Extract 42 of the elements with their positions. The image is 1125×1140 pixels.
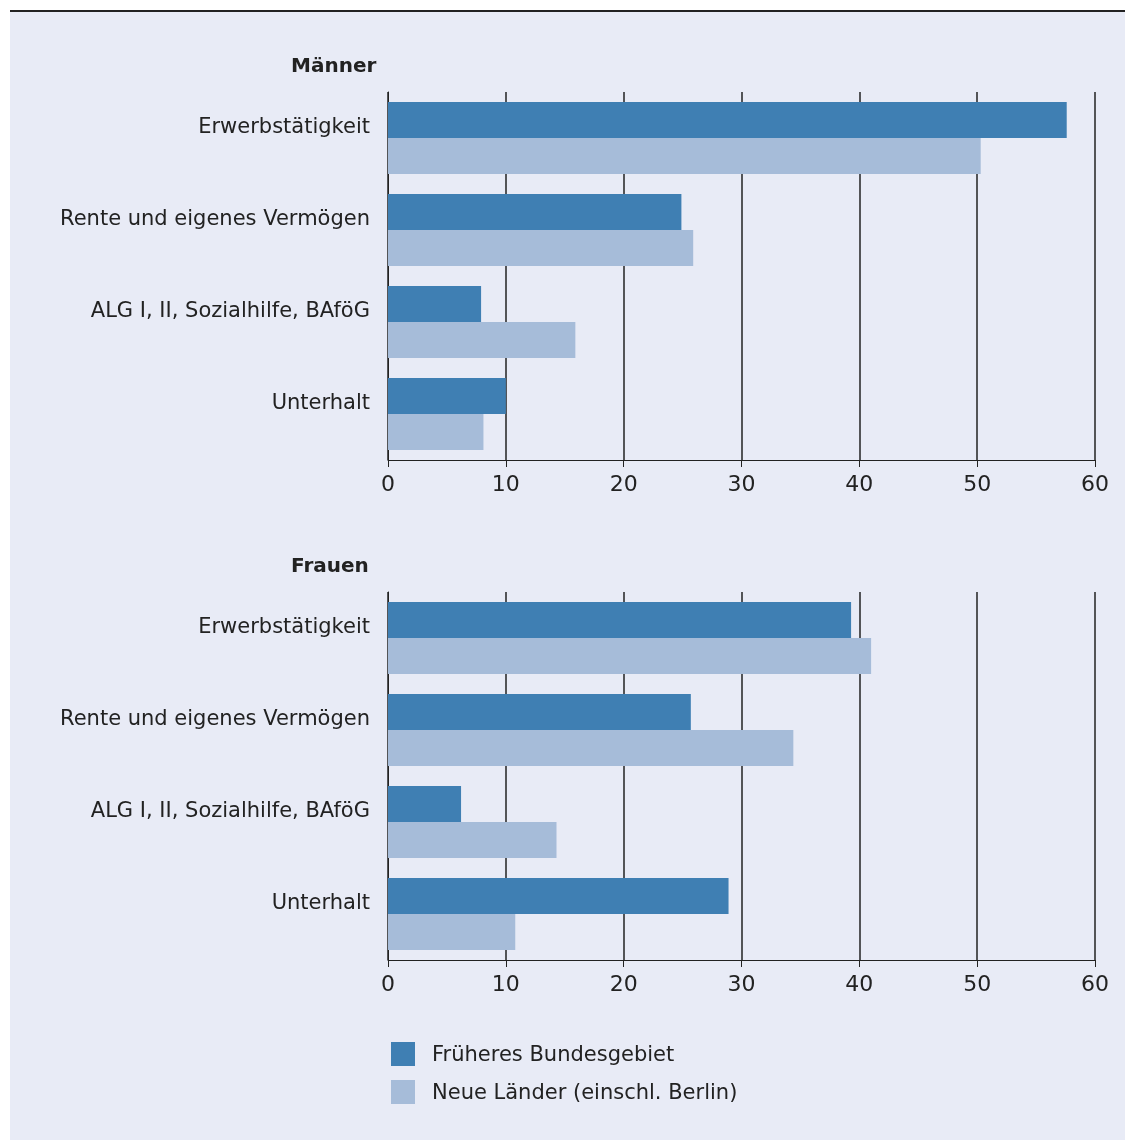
x-tick-label: 0 <box>381 470 395 496</box>
x-tick-label: 50 <box>963 970 992 996</box>
y-tick-label: Erwerbstätigkeit <box>198 614 370 638</box>
bar <box>388 878 729 914</box>
bar <box>388 786 462 822</box>
bar <box>388 194 682 230</box>
bar <box>388 638 872 674</box>
x-tick-label: 30 <box>727 470 756 496</box>
x-tick-label: 50 <box>963 470 992 496</box>
bar <box>388 414 484 450</box>
y-tick-label: ALG I, II, Sozialhilfe, BAföG <box>90 798 370 822</box>
x-tick-label: 40 <box>845 970 874 996</box>
bar <box>388 822 557 858</box>
bar <box>388 914 516 950</box>
x-tick-label: 30 <box>727 970 756 996</box>
y-tick-label: ALG I, II, Sozialhilfe, BAföG <box>90 298 370 322</box>
bar <box>388 694 691 730</box>
bar <box>388 286 482 322</box>
x-tick-label: 20 <box>609 970 638 996</box>
y-tick-label: Unterhalt <box>271 890 370 914</box>
chart-title: Männer <box>291 53 377 77</box>
y-tick-label: Rente und eigenes Vermögen <box>60 706 370 730</box>
y-tick-label: Rente und eigenes Vermögen <box>60 206 370 230</box>
x-tick-label: 0 <box>381 970 395 996</box>
bar <box>388 602 852 638</box>
bar <box>388 230 694 266</box>
legend-label: Neue Länder (einschl. Berlin) <box>432 1080 738 1104</box>
bar <box>388 322 576 358</box>
y-tick-label: Unterhalt <box>271 390 370 414</box>
x-tick-label: 10 <box>491 970 520 996</box>
x-tick-label: 60 <box>1081 470 1109 496</box>
bar <box>388 138 981 174</box>
bar <box>388 378 506 414</box>
chart-title: Frauen <box>291 553 369 577</box>
x-tick-label: 40 <box>845 470 874 496</box>
bar <box>388 102 1067 138</box>
x-tick-label: 20 <box>609 470 638 496</box>
y-tick-label: Erwerbstätigkeit <box>198 114 370 138</box>
legend-label: Früheres Bundesgebiet <box>432 1042 675 1066</box>
bar <box>388 730 794 766</box>
x-tick-label: 60 <box>1081 970 1109 996</box>
x-tick-label: 10 <box>491 470 520 496</box>
